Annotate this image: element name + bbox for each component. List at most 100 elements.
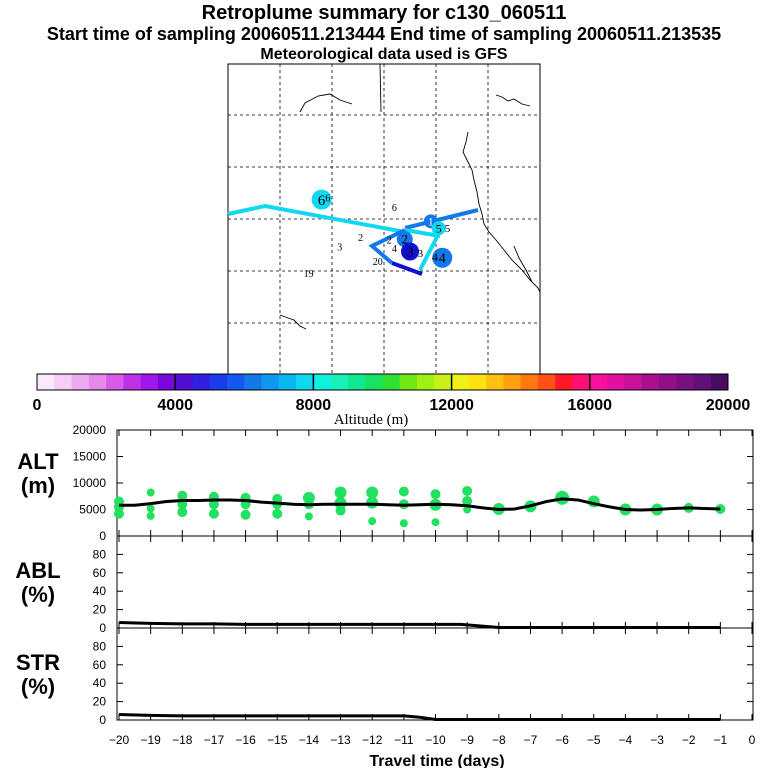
- alt-marker: [114, 508, 124, 519]
- track-marker-4: [431, 221, 446, 236]
- alt-marker: [462, 496, 473, 507]
- colorbar-tick-label: 8000: [296, 397, 332, 414]
- colorbar-tick-label: 16000: [568, 397, 613, 414]
- panel-axis-label: (%): [21, 674, 55, 699]
- x-tick-label: −20: [109, 733, 130, 747]
- colorbar-tick-label: 12000: [429, 397, 474, 414]
- x-tick-label: −3: [650, 733, 664, 747]
- map-day-label: 3: [407, 245, 414, 260]
- x-tick-label: −12: [362, 733, 383, 747]
- map-day-label: 3: [418, 248, 424, 260]
- x-tick-label: −19: [140, 733, 161, 747]
- panel-axis-label: (m): [21, 473, 55, 498]
- x-tick-label: −2: [682, 733, 696, 747]
- map-day-label: 5: [445, 223, 451, 235]
- track-marker-12: [401, 242, 419, 261]
- map-day-label: 6: [325, 194, 330, 205]
- colorbar-swatch: [417, 374, 435, 390]
- colorbar-swatch: [313, 374, 331, 390]
- y-tick-label: 80: [93, 547, 107, 561]
- track-marker-0: [311, 189, 332, 210]
- x-tick-label: −17: [204, 733, 225, 747]
- met-data-note: Meteorological data used is GFS: [260, 46, 508, 63]
- colorbar-swatch: [209, 374, 228, 390]
- map-day-label: 1: [428, 215, 434, 229]
- colorbar-swatch: [157, 374, 176, 390]
- colorbar-swatch: [589, 374, 608, 390]
- plume-tracks: [227, 203, 479, 276]
- str-line: [118, 712, 721, 722]
- colorbar-swatch: [192, 374, 211, 390]
- colorbar-swatch: [693, 374, 712, 390]
- y-tick-label: 40: [93, 676, 107, 690]
- x-tick-label: −18: [172, 733, 193, 747]
- x-tick-label: −15: [267, 733, 288, 747]
- y-tick-label: 40: [93, 584, 107, 598]
- colorbar-swatch: [399, 374, 418, 390]
- panel-frame: [116, 627, 754, 721]
- colorbar-swatch: [676, 374, 694, 390]
- y-tick-label: 20: [93, 695, 107, 709]
- colorbar-swatch: [486, 374, 504, 390]
- alt-marker: [208, 499, 219, 510]
- y-tick-label: 20000: [73, 423, 107, 437]
- alt-marker: [462, 485, 473, 496]
- alt-marker: [431, 518, 440, 527]
- panel-axis-label: STR: [16, 650, 60, 675]
- y-tick-label: 15000: [73, 450, 107, 464]
- sampling-times: Start time of sampling 20060511.213444 E…: [46, 24, 722, 44]
- colorbar-swatch: [555, 374, 573, 390]
- alt-marker: [399, 519, 408, 528]
- x-tick-label: −5: [587, 733, 601, 747]
- colorbar-border: [36, 373, 729, 391]
- colorbar-swatch: [382, 374, 401, 390]
- x-tick-label: −6: [555, 733, 569, 747]
- track-segment: [404, 228, 441, 238]
- timeseries-panels: 05000100001500020000ALT(m)020406080ABL(%…: [15, 423, 755, 768]
- map-day-label: 4: [392, 244, 397, 255]
- map-day-label: 4: [432, 250, 438, 264]
- alt-marker: [240, 509, 251, 520]
- colorbar-swatch: [710, 374, 729, 390]
- colorbar-swatch: [37, 374, 55, 390]
- colorbar-swatch: [227, 374, 245, 390]
- chart-title: Retroplume summary for c130_060511: [201, 2, 567, 24]
- map-day-label: 2: [402, 232, 409, 247]
- colorbar-swatch: [607, 374, 625, 390]
- panel-axis-label: (%): [21, 582, 55, 607]
- colorbar-swatch: [365, 374, 383, 390]
- x-tick-label: −4: [619, 733, 633, 747]
- track-segment: [418, 236, 439, 271]
- panel-axis-label: ABL: [15, 558, 60, 583]
- colorbar-swatch: [624, 374, 642, 390]
- map-day-label: 5: [436, 222, 442, 236]
- track-segment: [404, 208, 479, 230]
- alt-marker: [335, 505, 346, 516]
- colorbar-swatch: [261, 374, 280, 390]
- x-tick-label: −16: [235, 733, 256, 747]
- x-tick-label: −9: [460, 733, 474, 747]
- x-tick-label: −8: [492, 733, 506, 747]
- map-panel: 66615522223433442019: [227, 63, 541, 375]
- y-tick-label: 0: [99, 529, 106, 543]
- map-day-label: 19: [304, 269, 314, 280]
- alt-marker: [368, 517, 377, 526]
- alt-marker: [272, 508, 283, 519]
- panel-frame: [116, 535, 754, 629]
- x-tick-label: −14: [299, 733, 320, 747]
- coastline: [279, 63, 541, 330]
- map-day-label: 6: [392, 203, 397, 214]
- colorbar-tick-labels: 0 4000 8000 12000 16000 20000: [33, 397, 751, 414]
- alt-marker: [398, 486, 409, 497]
- colorbar-swatch: [278, 374, 297, 390]
- colorbar-swatch: [572, 374, 591, 390]
- x-tick-label: −11: [394, 733, 414, 747]
- alt-marker: [334, 486, 347, 499]
- track-segment: [391, 261, 423, 276]
- colorbar-swatch: [451, 374, 470, 390]
- colorbar-swatch: [123, 374, 141, 390]
- x-axis-label: Travel time (days): [369, 753, 504, 768]
- alt-marker: [366, 496, 379, 509]
- colorbar-swatch: [330, 374, 349, 390]
